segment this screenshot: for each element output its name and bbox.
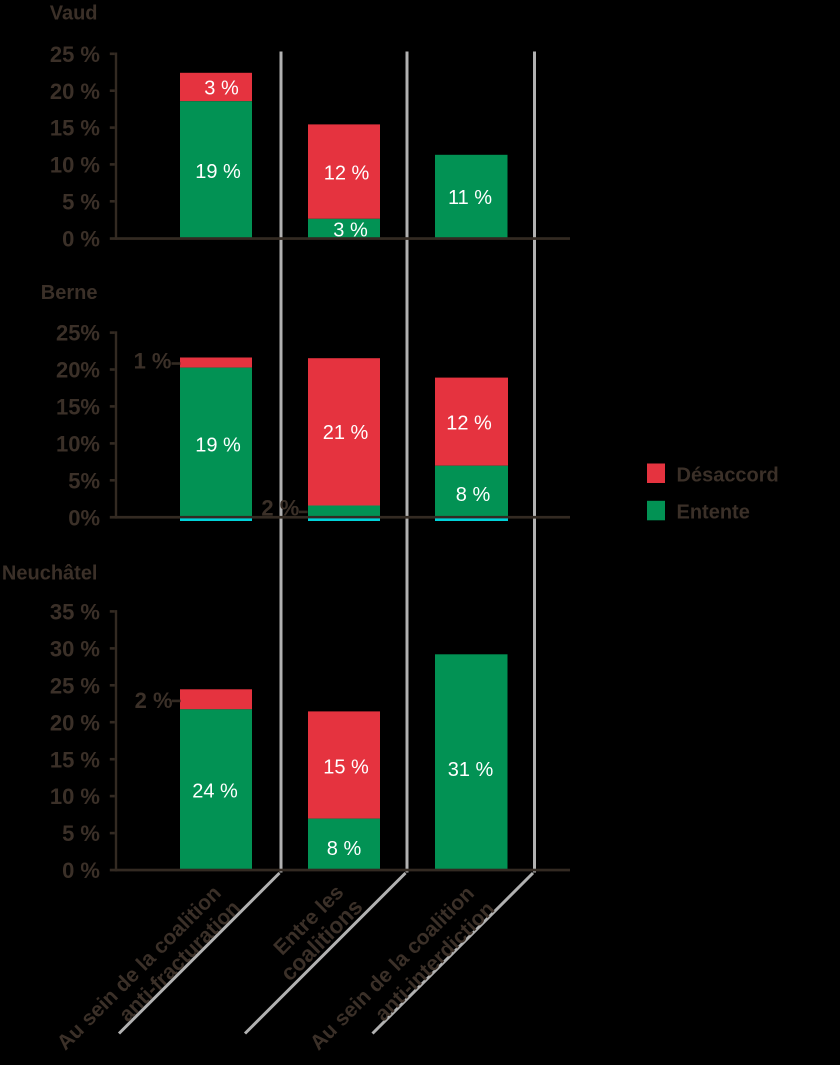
svg-text:30 %: 30 % (50, 637, 100, 662)
svg-text:Berne: Berne (41, 282, 98, 304)
svg-text:12 %: 12 % (446, 413, 492, 435)
svg-text:31 %: 31 % (448, 759, 494, 781)
svg-text:25%: 25% (56, 321, 100, 346)
svg-text:20 %: 20 % (50, 79, 100, 104)
svg-text:Vaud: Vaud (50, 3, 98, 25)
svg-text:15 %: 15 % (323, 757, 369, 779)
svg-text:Neuchâtel: Neuchâtel (2, 563, 98, 585)
svg-text:35 %: 35 % (50, 600, 100, 625)
svg-text:2 %: 2 % (261, 496, 299, 521)
svg-text:24 %: 24 % (192, 780, 238, 802)
svg-text:12 %: 12 % (324, 163, 370, 185)
svg-text:3 %: 3 % (333, 220, 368, 242)
svg-text:11 %: 11 % (448, 187, 492, 209)
svg-text:2 %: 2 % (135, 688, 173, 713)
svg-text:0%: 0% (68, 505, 100, 530)
svg-text:15 %: 15 % (50, 116, 100, 141)
svg-text:25 %: 25 % (50, 673, 100, 698)
svg-text:8 %: 8 % (456, 484, 491, 506)
svg-text:15%: 15% (56, 395, 100, 420)
svg-text:19 %: 19 % (195, 161, 241, 183)
svg-text:21 %: 21 % (323, 422, 369, 444)
svg-text:0 %: 0 % (62, 858, 100, 883)
svg-text:3 %: 3 % (204, 77, 239, 99)
svg-text:Désaccord: Désaccord (677, 465, 779, 487)
svg-text:1 %: 1 % (134, 348, 172, 373)
svg-text:25 %: 25 % (50, 42, 100, 67)
svg-text:20%: 20% (56, 358, 100, 383)
svg-text:19 %: 19 % (195, 434, 241, 456)
svg-text:0 %: 0 % (62, 226, 100, 251)
svg-text:5 %: 5 % (62, 821, 100, 846)
svg-text:10 %: 10 % (50, 153, 100, 178)
svg-text:10 %: 10 % (50, 784, 100, 809)
svg-text:15 %: 15 % (50, 747, 100, 772)
svg-text:8 %: 8 % (327, 838, 362, 860)
svg-text:5%: 5% (68, 468, 100, 493)
svg-text:20 %: 20 % (50, 710, 100, 735)
svg-text:5 %: 5 % (62, 189, 100, 214)
svg-text:Entente: Entente (677, 501, 750, 523)
svg-text:10%: 10% (56, 432, 100, 457)
